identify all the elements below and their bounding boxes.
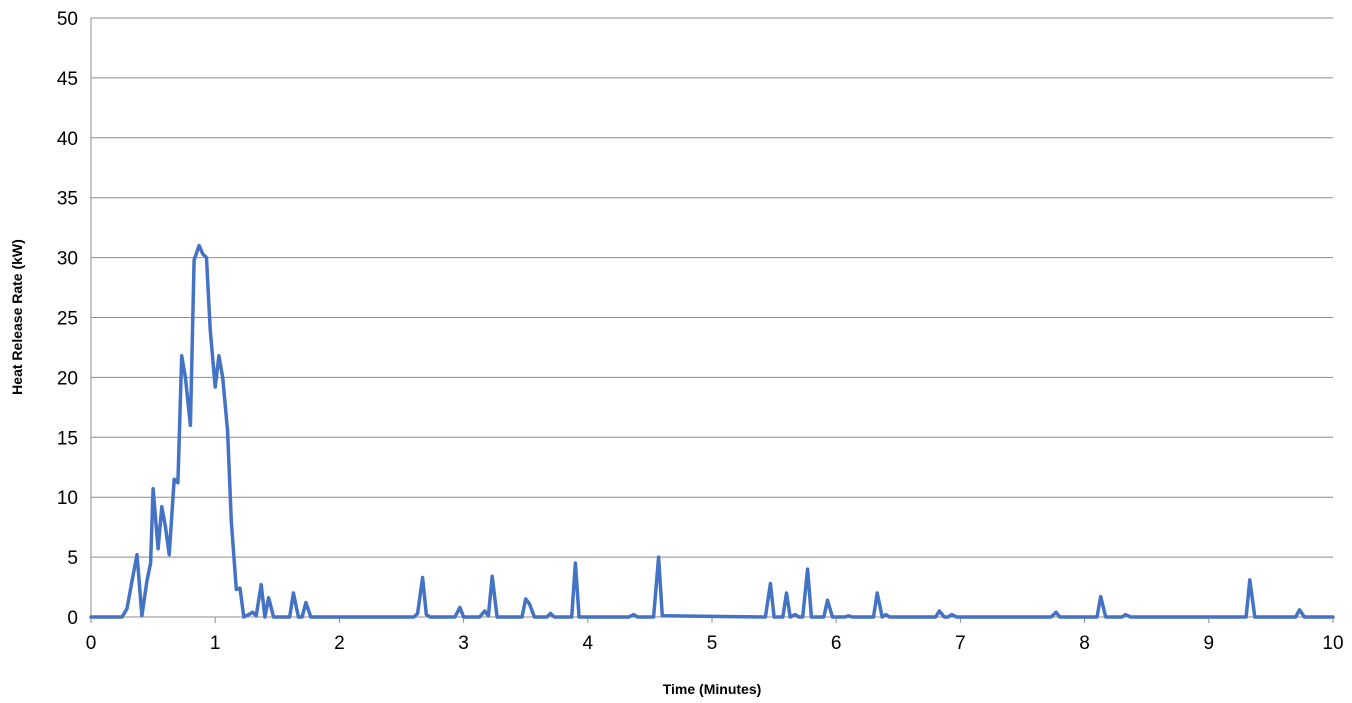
x-axis-title: Time (Minutes) — [663, 681, 762, 697]
x-tick-label: 4 — [583, 633, 594, 654]
x-tick-label: 6 — [831, 633, 842, 654]
y-tick-label: 10 — [57, 488, 78, 509]
series-layer — [91, 246, 1333, 617]
y-tick-label: 30 — [57, 249, 78, 270]
y-axis-title: Heat Release Rate (kW) — [9, 239, 25, 395]
y-tick-label: 15 — [57, 428, 78, 449]
x-tick-label: 10 — [1322, 633, 1343, 654]
y-tick-label: 50 — [57, 9, 78, 30]
x-tick-label: 0 — [86, 633, 97, 654]
y-tick-label: 35 — [57, 189, 78, 210]
y-tick-label: 45 — [57, 69, 78, 90]
y-tick-label: 0 — [67, 608, 78, 629]
x-tick-label: 8 — [1079, 633, 1090, 654]
axes — [91, 18, 1333, 623]
y-tick-label: 20 — [57, 368, 78, 389]
x-tick-label: 5 — [707, 633, 718, 654]
gridlines — [91, 18, 1333, 557]
y-tick-label: 40 — [57, 129, 78, 150]
x-tick-label: 3 — [458, 633, 469, 654]
series-line-0 — [91, 246, 1333, 617]
x-tick-label: 7 — [955, 633, 966, 654]
y-tick-label: 25 — [57, 309, 78, 330]
x-tick-label: 9 — [1204, 633, 1215, 654]
y-tick-label: 5 — [67, 548, 78, 569]
x-tick-label: 2 — [334, 633, 345, 654]
x-tick-label: 1 — [210, 633, 221, 654]
